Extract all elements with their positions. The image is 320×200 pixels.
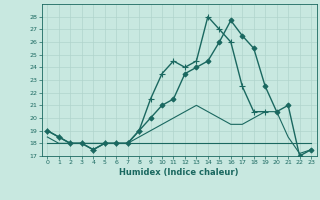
X-axis label: Humidex (Indice chaleur): Humidex (Indice chaleur) — [119, 168, 239, 177]
